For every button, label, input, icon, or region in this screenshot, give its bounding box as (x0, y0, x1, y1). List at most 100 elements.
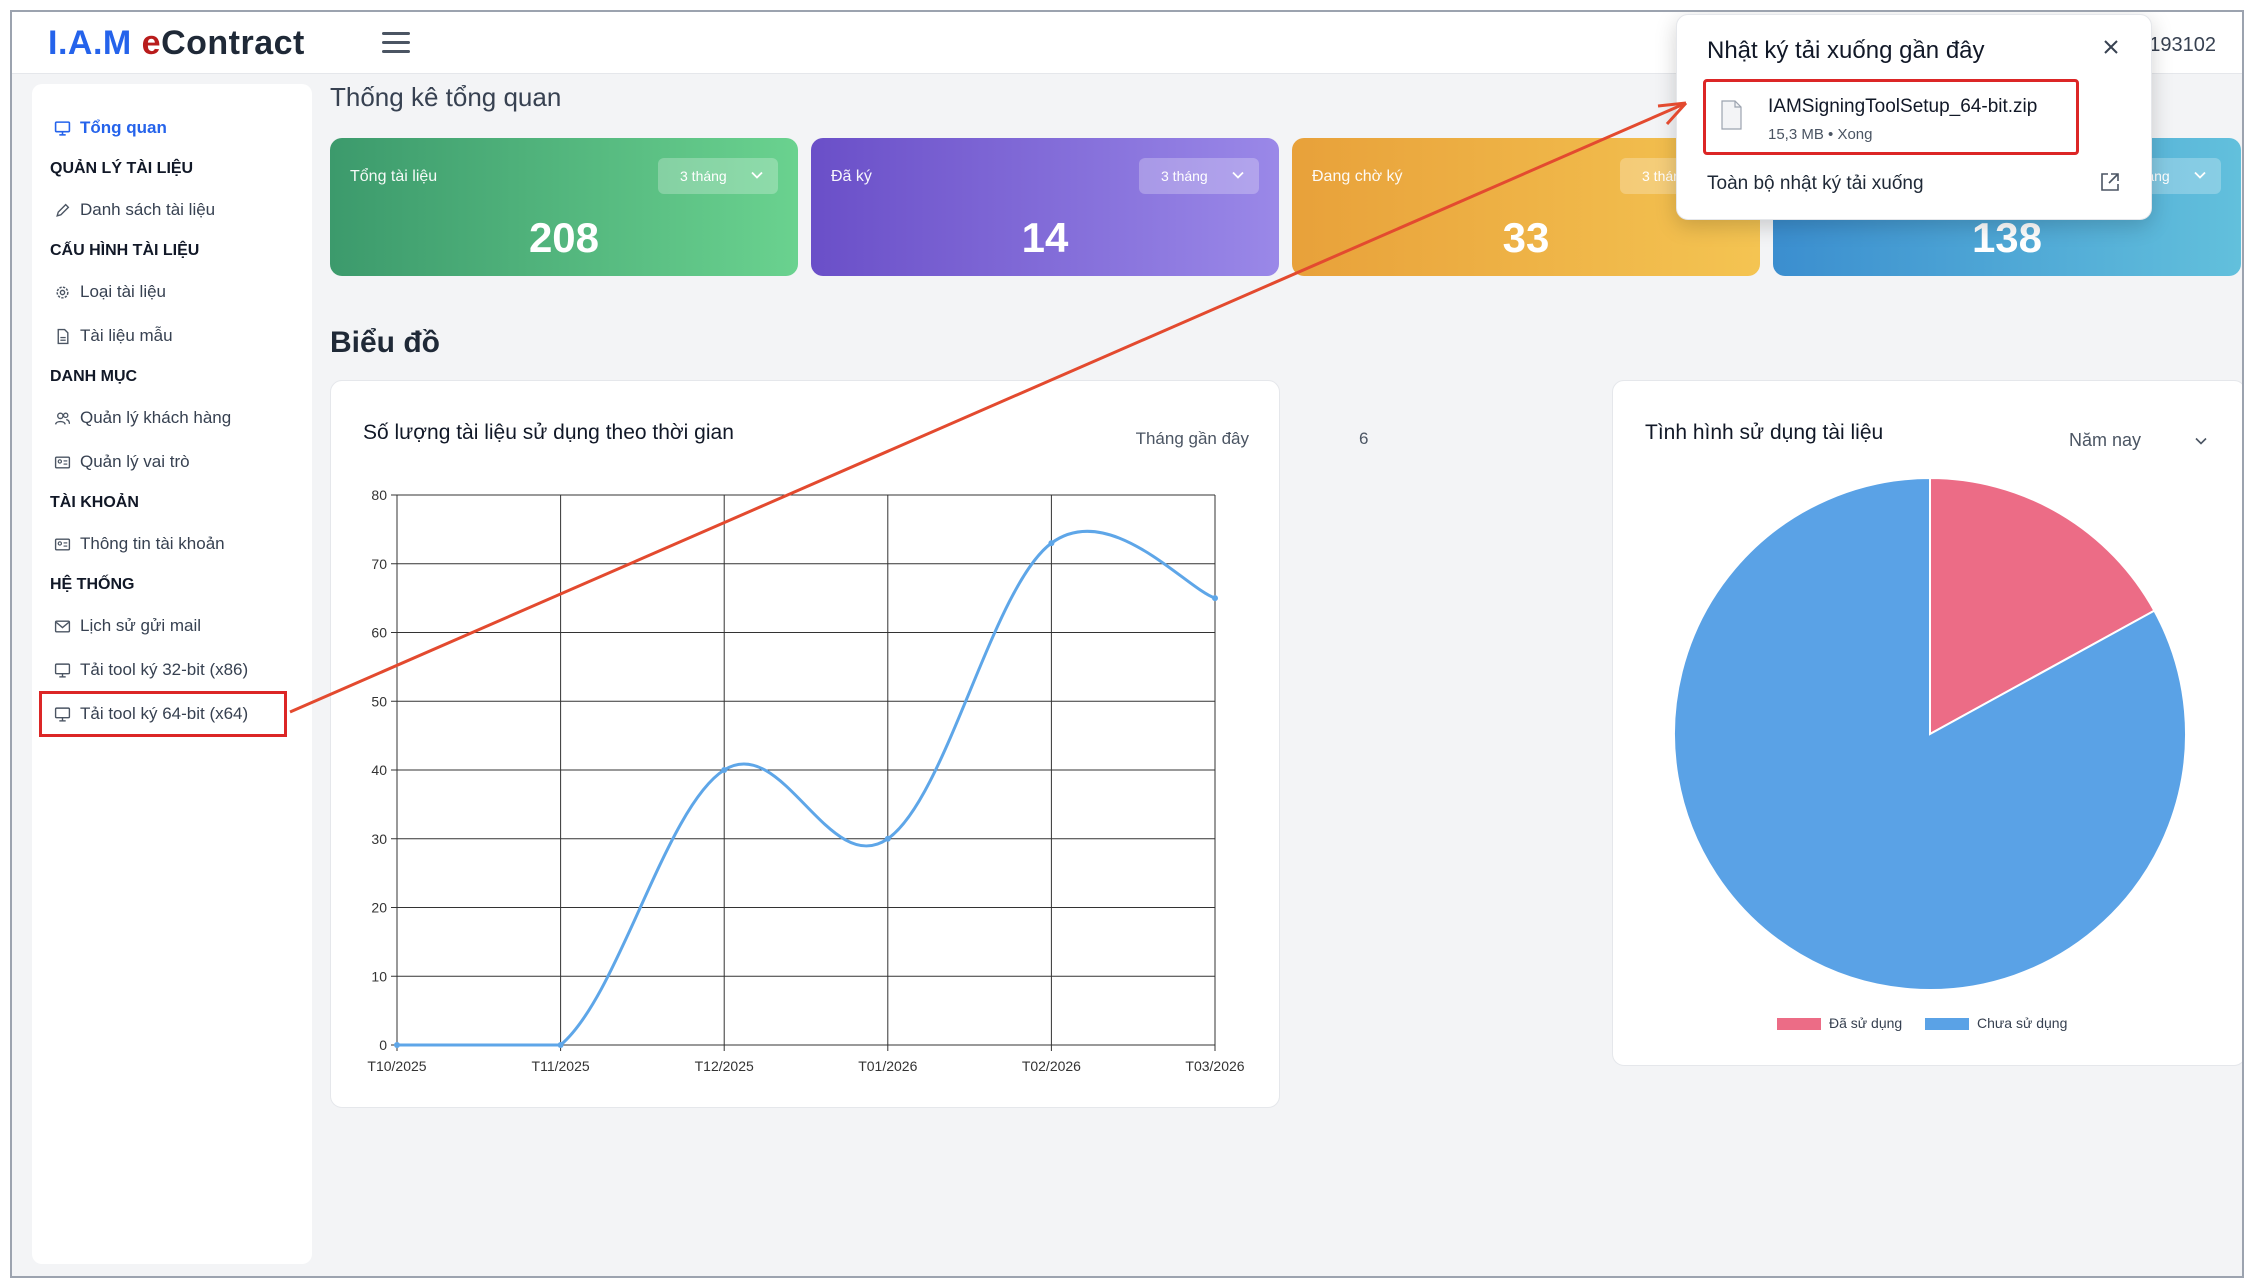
y-tick-label: 10 (371, 968, 387, 984)
x-tick-label: T12/2025 (695, 1058, 754, 1074)
sidebar: Tổng quan QUẢN LÝ TÀI LIỆU Danh sách tài… (32, 84, 312, 1264)
sidebar-item-label: Quản lý khách hàng (80, 408, 232, 427)
pie-chart (1673, 476, 2187, 991)
all-downloads-link[interactable]: Toàn bộ nhật ký tải xuống (1707, 173, 1924, 194)
sidebar-item-customers[interactable]: Quản lý khách hàng (32, 396, 312, 440)
stat-label: Tổng tài liệu (350, 168, 438, 185)
sidebar-item-document-template[interactable]: Tài liệu mẫu (32, 314, 312, 358)
y-tick-label: 60 (371, 625, 387, 641)
sidebar-heading-account: TÀI KHOẢN (50, 494, 139, 511)
y-tick-label: 70 (371, 556, 387, 572)
sidebar-item-overview[interactable]: Tổng quan (32, 106, 312, 150)
users-icon (54, 412, 71, 425)
x-tick-label: T11/2025 (532, 1058, 590, 1074)
data-point (557, 1042, 564, 1048)
stat-value: 14 (1021, 214, 1069, 261)
sidebar-heading-system: HỆ THỐNG (50, 576, 135, 593)
legend-item-used[interactable]: Đã sử dụng (1777, 1015, 1902, 1031)
logo-iam: I.A.M (48, 24, 132, 62)
x-tick-label: T01/2026 (858, 1058, 917, 1074)
id-card-icon (54, 456, 71, 469)
stat-label: Đang chờ ký (1312, 168, 1403, 185)
mail-icon (54, 620, 71, 633)
stat-value: 33 (1502, 214, 1550, 261)
legend-item-unused[interactable]: Chưa sử dụng (1925, 1015, 2067, 1031)
sidebar-item-label: Danh sách tài liệu (80, 200, 216, 219)
sidebar-item-account-info[interactable]: Thông tin tài khoản (32, 522, 312, 566)
x-tick-label: T10/2025 (367, 1058, 426, 1074)
period-value: 3 tháng (680, 168, 727, 184)
period-value: 3 tháng (1161, 168, 1208, 184)
line-series (397, 529, 1216, 1047)
file-icon (57, 328, 69, 345)
sidebar-item-document-type[interactable]: Loại tài liệu (32, 270, 312, 314)
sidebar-item-label: Tải tool ký 64-bit (x64) (80, 704, 249, 723)
line-chart-panel: Số lượng tài liệu sử dụng theo thời gian… (330, 380, 1368, 1108)
download-item[interactable]: IAMSigningToolSetup_64-bit.zip 15,3 MB •… (1703, 79, 2079, 155)
close-icon[interactable] (2101, 37, 2121, 57)
logo-contract: Contract (161, 24, 305, 62)
year-select[interactable]: Năm nay (2069, 421, 2209, 459)
y-tick-label: 80 (371, 487, 387, 503)
legend-label: Đã sử dụng (1829, 1015, 1903, 1031)
range-count-input[interactable]: 6 (1359, 429, 1369, 448)
pie-chart-title: Tình hình sử dụng tài liệu (1645, 421, 1884, 444)
stat-card-signed: Đã ký 3 tháng 14 (811, 138, 1279, 276)
chevron-down-icon (1232, 171, 1244, 179)
stat-value: 138 (1971, 214, 2043, 261)
period-select[interactable]: 3 tháng (1139, 158, 1259, 194)
sidebar-item-label: Tài liệu mẫu (80, 326, 173, 345)
app-logo[interactable]: I.A.M eContract (48, 24, 305, 63)
x-tick-label: T03/2026 (1185, 1058, 1244, 1074)
sidebar-item-download-tool-64bit[interactable]: Tải tool ký 64-bit (x64) (39, 691, 287, 737)
chevron-down-icon (2194, 171, 2206, 179)
y-tick-label: 30 (371, 831, 387, 847)
monitor-icon (54, 707, 71, 722)
logo-e: e (141, 24, 162, 62)
data-point (884, 835, 891, 842)
monitor-icon (54, 121, 71, 136)
line-chart: 0 10 20 30 40 50 60 70 80 T10/2025 T11/2025 T12/202… (367, 487, 1244, 1074)
y-tick-label: 0 (379, 1037, 387, 1053)
chevron-down-icon (2195, 437, 2207, 445)
app-window: I.A.M eContract 9193102 Tổng quan QUẢN L… (10, 10, 2244, 1278)
user-id[interactable]: 9193102 (2138, 34, 2216, 56)
stat-value: 208 (528, 214, 600, 261)
sidebar-item-mail-history[interactable]: Lịch sử gửi mail (32, 604, 312, 648)
sidebar-item-download-tool-32bit[interactable]: Tải tool ký 32-bit (x86) (32, 648, 312, 692)
menu-toggle-icon[interactable] (382, 32, 410, 54)
data-point (1048, 540, 1055, 547)
sidebar-item-roles[interactable]: Quản lý vai trò (32, 440, 312, 484)
sidebar-item-label: Thông tin tài khoản (80, 534, 225, 553)
data-point (394, 1042, 400, 1048)
data-point (721, 767, 728, 773)
download-history-popup: Nhật ký tải xuống gần đây IAMSigningTool… (1676, 14, 2152, 220)
data-point (1212, 595, 1218, 602)
legend-label: Chưa sử dụng (1977, 1015, 2068, 1031)
pie-slice (1673, 476, 2187, 991)
pie-slice (1929, 476, 2156, 736)
y-tick-label: 40 (371, 762, 387, 778)
sidebar-item-label: Tổng quan (80, 118, 167, 137)
sidebar-item-label: Quản lý vai trò (80, 452, 190, 471)
pencil-icon (56, 203, 70, 217)
charts-section-title: Biểu đồ (330, 326, 440, 359)
download-file-meta: 15,3 MB • Xong (1768, 126, 1873, 143)
stat-label: Đã ký (831, 168, 872, 185)
legend-swatch (1777, 1018, 1821, 1031)
monitor-icon (54, 663, 71, 678)
download-file-name: IAMSigningToolSetup_64-bit.zip (1768, 96, 2038, 117)
sidebar-item-document-list[interactable]: Danh sách tài liệu (32, 188, 312, 232)
sidebar-item-label: Loại tài liệu (80, 282, 167, 301)
chevron-down-icon (751, 171, 763, 179)
gear-icon (56, 286, 69, 299)
external-link-icon[interactable] (2099, 171, 2121, 193)
stat-card-total: Tổng tài liệu 3 tháng 208 (330, 138, 798, 276)
file-icon (1721, 100, 1742, 130)
sidebar-heading-documents: QUẢN LÝ TÀI LIỆU (50, 160, 194, 177)
overview-title: Thống kê tổng quan (330, 82, 562, 112)
sidebar-heading-doc-config: CẤU HÌNH TÀI LIỆU (50, 242, 200, 259)
legend-swatch (1925, 1018, 1969, 1031)
year-select-value: Năm nay (2069, 430, 2142, 450)
period-select[interactable]: 3 tháng (658, 158, 778, 194)
